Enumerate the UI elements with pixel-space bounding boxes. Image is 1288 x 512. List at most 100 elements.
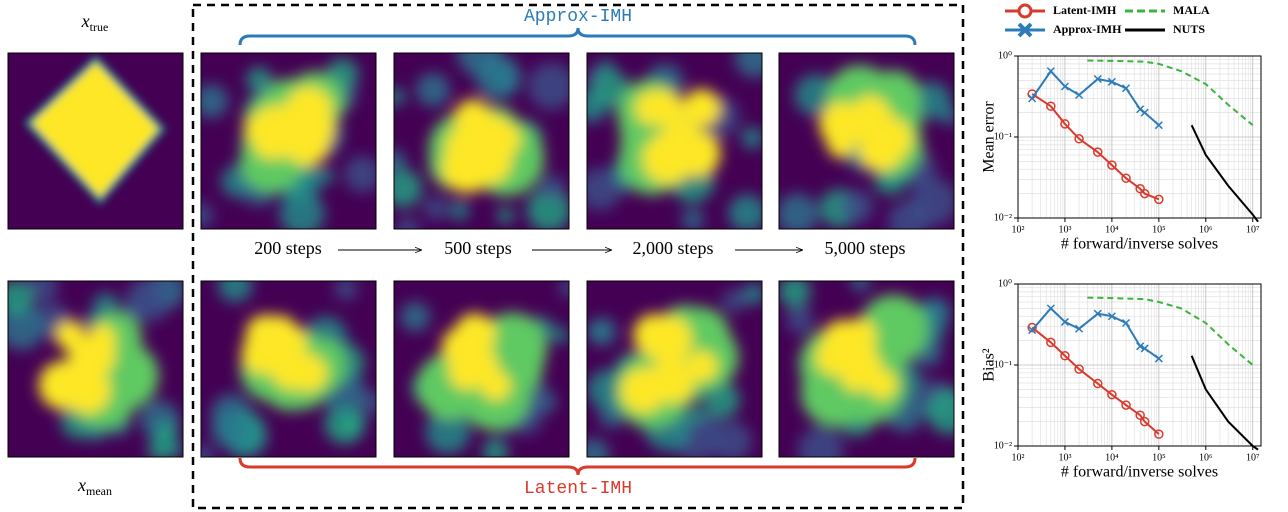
blob bbox=[86, 324, 117, 354]
step-label: 500 steps bbox=[444, 238, 512, 258]
marker bbox=[1139, 188, 1150, 199]
blob bbox=[728, 194, 762, 229]
panel-frame bbox=[7, 280, 184, 458]
blob bbox=[400, 301, 431, 332]
blob bbox=[147, 436, 173, 457]
blob bbox=[394, 149, 406, 174]
x-axis-label: # forward/inverse solves bbox=[1061, 464, 1218, 481]
y-tick-label: 10⁻² bbox=[994, 212, 1012, 223]
blob bbox=[926, 388, 954, 435]
marker bbox=[1154, 354, 1163, 363]
marker bbox=[1136, 342, 1145, 351]
charts: 10² 10³ 10⁴ 10⁵ 10⁶ 10⁷ 10⁻² 10⁻¹ 10⁰ # forward/i… bbox=[981, 3, 1262, 481]
blob bbox=[839, 189, 874, 224]
heatmap bbox=[8, 281, 183, 457]
blob bbox=[823, 319, 861, 358]
series-line bbox=[1087, 59, 1254, 126]
heatmap bbox=[201, 53, 376, 229]
heatmap bbox=[394, 53, 569, 229]
blob bbox=[289, 354, 328, 392]
blob bbox=[551, 326, 569, 344]
marker bbox=[1075, 90, 1084, 100]
x-tick-label: 10⁷ bbox=[1246, 224, 1260, 235]
legend-label: NUTS bbox=[1173, 22, 1205, 36]
blob bbox=[415, 72, 451, 107]
panel-frame bbox=[586, 52, 763, 230]
blob bbox=[587, 317, 617, 347]
legend-label: Latent-IMH bbox=[1053, 3, 1117, 17]
blob bbox=[686, 350, 718, 382]
blob bbox=[644, 315, 693, 364]
plot-frame bbox=[1017, 55, 1262, 219]
blob bbox=[284, 86, 333, 135]
blob bbox=[649, 92, 684, 126]
blob-layer bbox=[587, 282, 762, 457]
blob bbox=[741, 126, 762, 149]
blob bbox=[334, 281, 358, 301]
marker bbox=[1135, 410, 1145, 420]
x-axis-label: # forward/inverse solves bbox=[1061, 236, 1218, 253]
marker bbox=[1046, 304, 1055, 313]
blob bbox=[394, 87, 406, 106]
brace bbox=[238, 27, 917, 46]
marker bbox=[1154, 429, 1164, 439]
blob bbox=[887, 200, 929, 229]
blob bbox=[779, 193, 819, 229]
blob bbox=[743, 282, 762, 305]
marker bbox=[1046, 101, 1056, 111]
dashed-box bbox=[191, 3, 965, 510]
blob bbox=[591, 69, 630, 108]
blob bbox=[63, 366, 111, 414]
marker bbox=[1028, 326, 1037, 335]
panel-frame bbox=[586, 280, 763, 458]
x-true-label: xtrue bbox=[81, 11, 109, 34]
blob-layer bbox=[779, 281, 954, 457]
blob bbox=[423, 196, 448, 221]
x-tick-label: 10⁶ bbox=[1199, 224, 1213, 235]
series-line bbox=[1190, 355, 1259, 451]
blob bbox=[558, 281, 569, 298]
blob bbox=[210, 411, 249, 449]
panel-frame bbox=[778, 280, 955, 458]
marker bbox=[1046, 67, 1055, 76]
x-tick-label: 10² bbox=[1012, 452, 1025, 463]
blob-layer bbox=[201, 58, 376, 229]
marker bbox=[1154, 121, 1163, 130]
brace bbox=[238, 457, 917, 476]
x-tick-label: 10⁴ bbox=[1105, 224, 1119, 235]
marker bbox=[1027, 322, 1037, 333]
marker bbox=[1060, 119, 1070, 129]
y-tick-label: 10⁰ bbox=[998, 50, 1012, 61]
blob bbox=[256, 315, 301, 359]
y-axis-label: Bias² bbox=[981, 348, 998, 381]
series-line bbox=[1087, 296, 1254, 366]
marker bbox=[1046, 337, 1056, 348]
marker bbox=[1074, 364, 1084, 374]
latent-title: Latent-IMH bbox=[524, 479, 632, 499]
blob bbox=[779, 281, 811, 308]
blob-layer bbox=[24, 55, 166, 205]
marker bbox=[1093, 309, 1102, 318]
marker bbox=[1121, 318, 1131, 328]
step-label: 2,000 steps bbox=[633, 238, 714, 258]
x-tick-label: 10⁵ bbox=[1152, 452, 1166, 463]
panel-frame bbox=[778, 52, 955, 230]
heatmap bbox=[779, 281, 954, 457]
blob bbox=[449, 200, 470, 221]
approx-title: Approx-IMH bbox=[524, 7, 632, 27]
x-tick-label: 10³ bbox=[1058, 224, 1071, 235]
blob bbox=[244, 113, 277, 146]
blob bbox=[217, 281, 253, 303]
blob-layer bbox=[400, 281, 569, 457]
blob bbox=[344, 155, 376, 193]
blob bbox=[786, 306, 814, 334]
marker bbox=[1140, 344, 1149, 353]
x-tick-label: 10⁷ bbox=[1246, 452, 1260, 463]
marker bbox=[1060, 351, 1070, 361]
blob bbox=[425, 409, 471, 455]
marker bbox=[1121, 84, 1131, 93]
x-tick-label: 10⁶ bbox=[1199, 452, 1213, 463]
panel-frame bbox=[393, 52, 570, 230]
marker bbox=[1075, 324, 1084, 333]
blob-layer bbox=[394, 53, 569, 229]
